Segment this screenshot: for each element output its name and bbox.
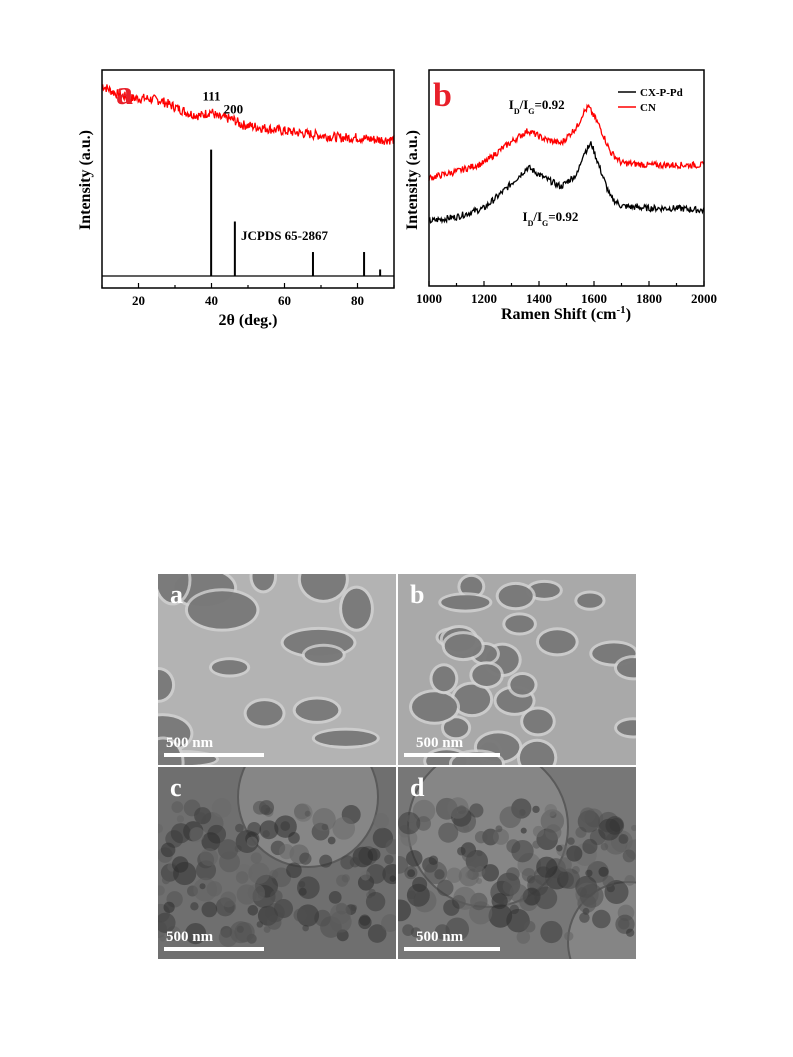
raman-x-tick-label: 1600 [581, 291, 607, 306]
xrd-annotation: 111 [202, 89, 220, 104]
raman-legend: CX-P-Pd CN [618, 87, 683, 114]
raman-x-tick-label: 1800 [636, 291, 662, 306]
legend-label-cxppd: CX-P-Pd [640, 87, 683, 99]
xrd-chart: a 20 40 60 80 111 200 JCPDS 65-2867 2θ (deg.)… [77, 69, 717, 329]
micrograph-grid: a 500 nm b 500 nm c 500 nm d 500 nm [158, 574, 636, 959]
micrograph-a-label: a [170, 580, 183, 609]
scale-bar-a [164, 753, 264, 757]
xrd-panel-label: a [116, 75, 133, 112]
xrd-x-axis-label: 2θ (deg.) [218, 312, 277, 329]
raman-plot-frame [428, 69, 705, 287]
micrograph-d: d 500 nm [398, 767, 636, 959]
raman-series-cn [428, 103, 705, 181]
micrograph-a: a 500 nm [158, 574, 396, 765]
scale-bar-c [164, 947, 264, 951]
scale-bar-d [404, 947, 500, 951]
raman-id-ig-annotation: ID/IG=0.92 [523, 209, 579, 228]
raman-series-cxppd [428, 141, 705, 225]
raman-y-axis-label: Intensity (a.u.) [404, 130, 421, 230]
xrd-x-tick-label: 80 [351, 293, 364, 308]
raman-x-tick-label: 2000 [691, 291, 717, 306]
micrograph-c: c 500 nm [158, 767, 396, 959]
micrograph-d-label: d [410, 773, 425, 802]
scale-bar-b [404, 753, 500, 757]
scale-label-c: 500 nm [166, 929, 214, 945]
sem-image-a [158, 574, 396, 765]
raman-x-axis-label: Ramen Shift (cm-1) [501, 304, 631, 323]
raman-x-tick-label: 1400 [526, 291, 552, 306]
xrd-x-tick-label: 40 [205, 293, 218, 308]
tem-image-c [158, 767, 396, 959]
raman-panel-label: b [433, 77, 452, 114]
tem-image-d [398, 767, 636, 959]
xrd-series-cn [101, 84, 395, 145]
raman-id-ig-annotation: ID/IG=0.92 [509, 97, 565, 116]
xrd-x-tick-label: 60 [278, 293, 291, 308]
micrograph-c-label: c [170, 773, 182, 802]
raman-x-tick-label: 1000 [416, 291, 442, 306]
scale-label-b: 500 nm [416, 735, 464, 751]
micrograph-b: b 500 nm [398, 574, 636, 765]
scale-label-d: 500 nm [416, 929, 464, 945]
xrd-plot-frame [101, 69, 395, 289]
sem-image-b [398, 574, 636, 765]
xrd-x-tick-label: 20 [132, 293, 145, 308]
raman-x-tick-label: 1200 [471, 291, 497, 306]
xrd-y-axis-label: Intensity (a.u.) [77, 130, 94, 230]
xrd-annotation: JCPDS 65-2867 [241, 228, 329, 243]
legend-label-cn: CN [640, 102, 656, 114]
xrd-annotation: 200 [224, 102, 244, 117]
micrograph-b-label: b [410, 580, 425, 609]
scale-label-a: 500 nm [166, 735, 214, 751]
